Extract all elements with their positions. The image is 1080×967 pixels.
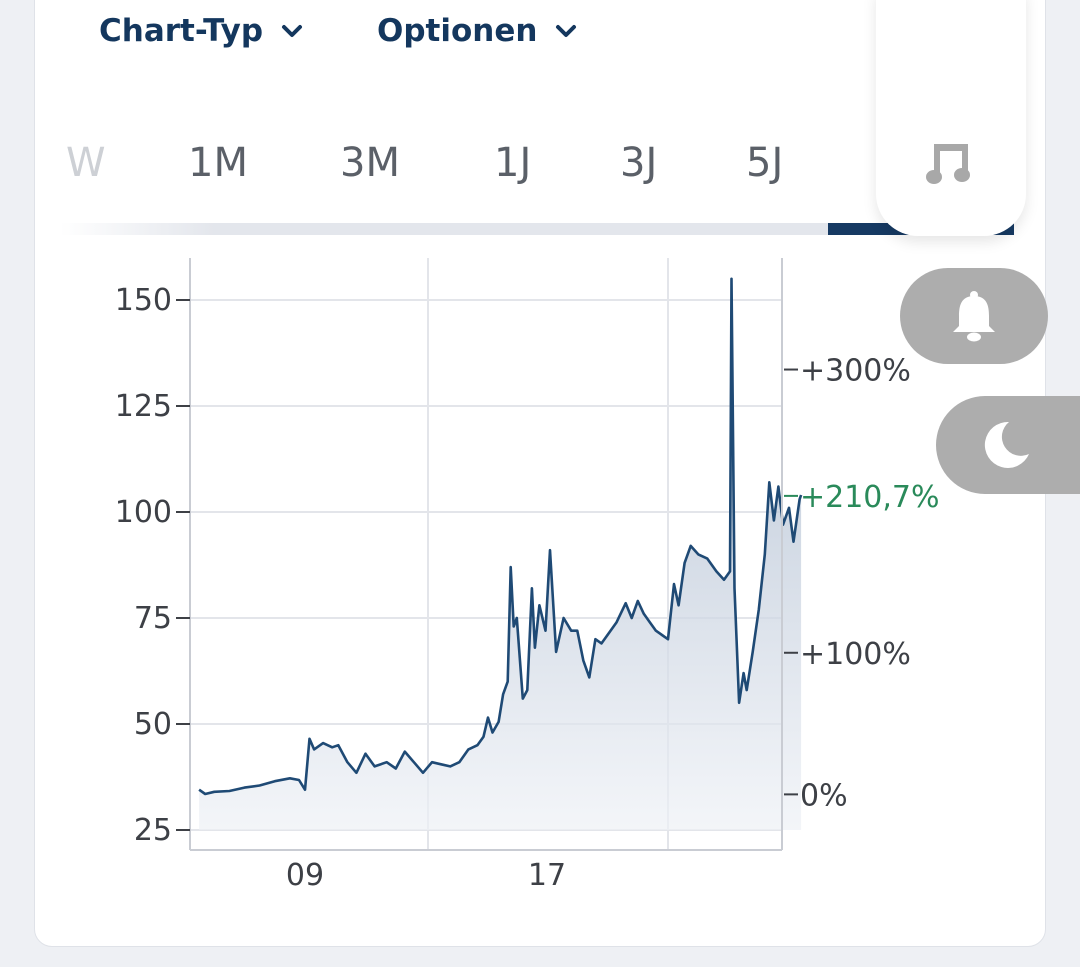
y-tick-label: 25: [134, 813, 172, 848]
alert-button[interactable]: [900, 268, 1048, 364]
series-area: [199, 278, 802, 830]
y-tick-label: 100: [115, 495, 172, 530]
moon-icon: [984, 421, 1029, 468]
y-tick-label: 150: [115, 283, 172, 318]
tabs-scrollbar[interactable]: [60, 223, 830, 235]
chart-type-label: Chart-Typ: [99, 13, 264, 49]
options-label: Optionen: [377, 13, 538, 49]
music-note-icon[interactable]: [924, 140, 972, 186]
tick-labels: 25 50 75 100 125 150 09 17 +300% +100% 0% +210,7%: [115, 283, 940, 893]
options-dropdown[interactable]: Optionen: [377, 9, 577, 53]
tab-3m[interactable]: 3M: [340, 140, 400, 186]
y-tick-label: 50: [134, 707, 172, 742]
chevron-down-icon: [282, 25, 303, 37]
x-tick-label: 09: [286, 858, 324, 893]
tab-3j[interactable]: 3J: [620, 140, 658, 186]
y-tick-label: 125: [115, 389, 172, 424]
y-tick-label: 75: [134, 601, 172, 636]
current-change-label: +210,7%: [800, 480, 940, 515]
right-tick-label: +300%: [800, 354, 911, 389]
period-tabs: 1M 3M 1J 3J 5J: [60, 110, 830, 222]
right-tick-label: +100%: [800, 637, 911, 672]
series-line: [198, 277, 803, 796]
chart-type-dropdown[interactable]: Chart-Typ: [99, 9, 303, 53]
tab-1m[interactable]: 1M: [188, 140, 248, 186]
chevron-down-icon: [556, 25, 577, 37]
bell-icon: [953, 291, 995, 342]
dark-mode-toggle[interactable]: [936, 396, 1080, 494]
tab-partial[interactable]: W: [66, 140, 106, 186]
axes: [176, 258, 798, 851]
x-tick-label: 17: [528, 858, 566, 893]
right-tick-label: 0%: [800, 778, 848, 813]
tab-1j[interactable]: 1J: [494, 140, 532, 186]
area-layer: [198, 277, 803, 830]
tab-5j[interactable]: 5J: [746, 140, 784, 186]
music-panel[interactable]: [876, 0, 1026, 236]
